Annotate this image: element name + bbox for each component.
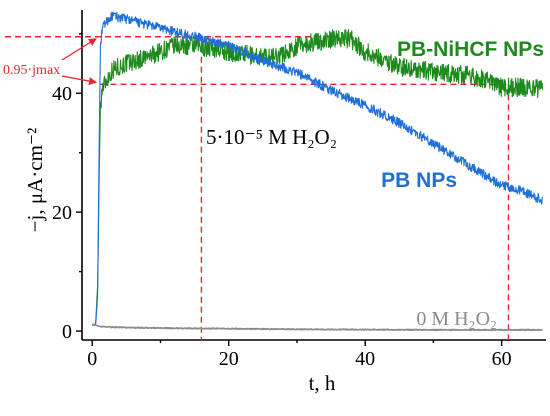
y-tick-label: 20 xyxy=(52,202,72,224)
x-axis-title: t, h xyxy=(309,371,336,395)
axes xyxy=(81,10,546,341)
y-tick-label: 40 xyxy=(52,83,72,105)
jmax-arrows xyxy=(61,38,97,85)
x-tick-label: 0 xyxy=(87,348,97,370)
series-label-zero-h2o2: 0 M H₂O₂ xyxy=(416,308,497,330)
series-label-pb-nihcf: PB-NiHCF NPs xyxy=(397,38,544,61)
h2o2-concentration-label: 5·10⁻⁵ M H₂O₂ xyxy=(206,125,337,149)
y-axis-title: −j, μA·cm⁻² xyxy=(23,128,47,233)
y-tick-label: 0 xyxy=(62,321,72,343)
series-label-pb: PB NPs xyxy=(381,169,457,192)
series-lines xyxy=(91,11,544,332)
series-pb-nihcf-line xyxy=(92,29,544,326)
x-tick-label: 40 xyxy=(355,348,375,370)
reference-lines xyxy=(5,36,510,340)
x-tick-label: 20 xyxy=(219,348,239,370)
ticks: 0 20 40 60 0 20 40 xyxy=(52,33,512,370)
x-tick-label: 60 xyxy=(492,348,512,370)
jmax-label: 0.95·jmax xyxy=(3,63,60,78)
series-zero-h2o2-line xyxy=(91,323,544,332)
series-pb-line xyxy=(92,11,544,326)
jmax-arrow-upper xyxy=(61,38,97,61)
jmax-arrow-lower xyxy=(61,75,97,85)
